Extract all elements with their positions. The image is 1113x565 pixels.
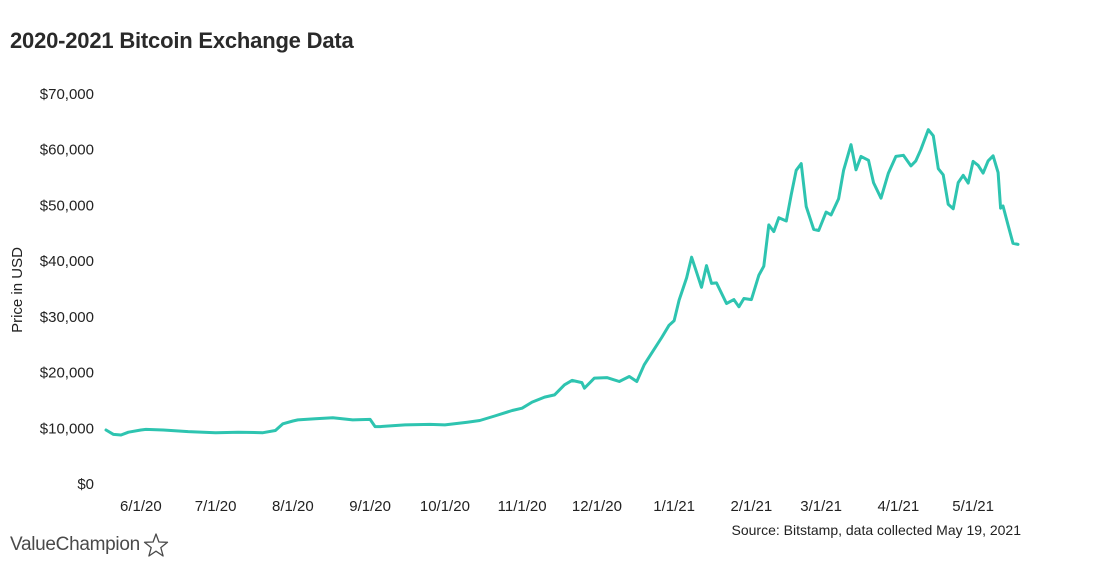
x-tick-label: 12/1/20 <box>572 498 622 515</box>
x-tick-label: 11/1/20 <box>498 498 547 515</box>
y-tick-label: $70,000 <box>40 86 94 103</box>
x-tick-label: 8/1/20 <box>272 498 314 515</box>
y-tick-label: $50,000 <box>40 197 94 214</box>
y-tick-label: $20,000 <box>40 365 94 382</box>
x-tick-label: 4/1/21 <box>878 498 920 515</box>
brand-name: ValueChampion <box>10 534 140 555</box>
x-tick-label: 7/1/20 <box>195 498 237 515</box>
x-tick-label: 10/1/20 <box>420 498 470 515</box>
y-tick-label: $40,000 <box>40 253 94 270</box>
star-outline-icon <box>143 533 169 557</box>
y-tick-label: $30,000 <box>40 309 94 326</box>
x-tick-label: 3/1/21 <box>800 498 842 515</box>
chart-title: 2020-2021 Bitcoin Exchange Data <box>10 28 354 53</box>
x-tick-label: 6/1/20 <box>120 498 162 515</box>
y-tick-label: $10,000 <box>40 420 94 437</box>
brand-logo: ValueChampion <box>10 527 169 563</box>
x-tick-label: 1/1/21 <box>653 498 695 515</box>
source-note: Source: Bitstamp, data collected May 19,… <box>731 522 1022 538</box>
price-line <box>104 128 1020 437</box>
y-tick-label: $0 <box>77 476 94 493</box>
x-tick-label: 5/1/21 <box>952 498 994 515</box>
y-tick-label: $60,000 <box>40 142 94 159</box>
y-axis-label: Price in USD <box>9 247 26 333</box>
x-tick-label: 2/1/21 <box>731 498 773 515</box>
x-tick-label: 9/1/20 <box>349 498 391 515</box>
